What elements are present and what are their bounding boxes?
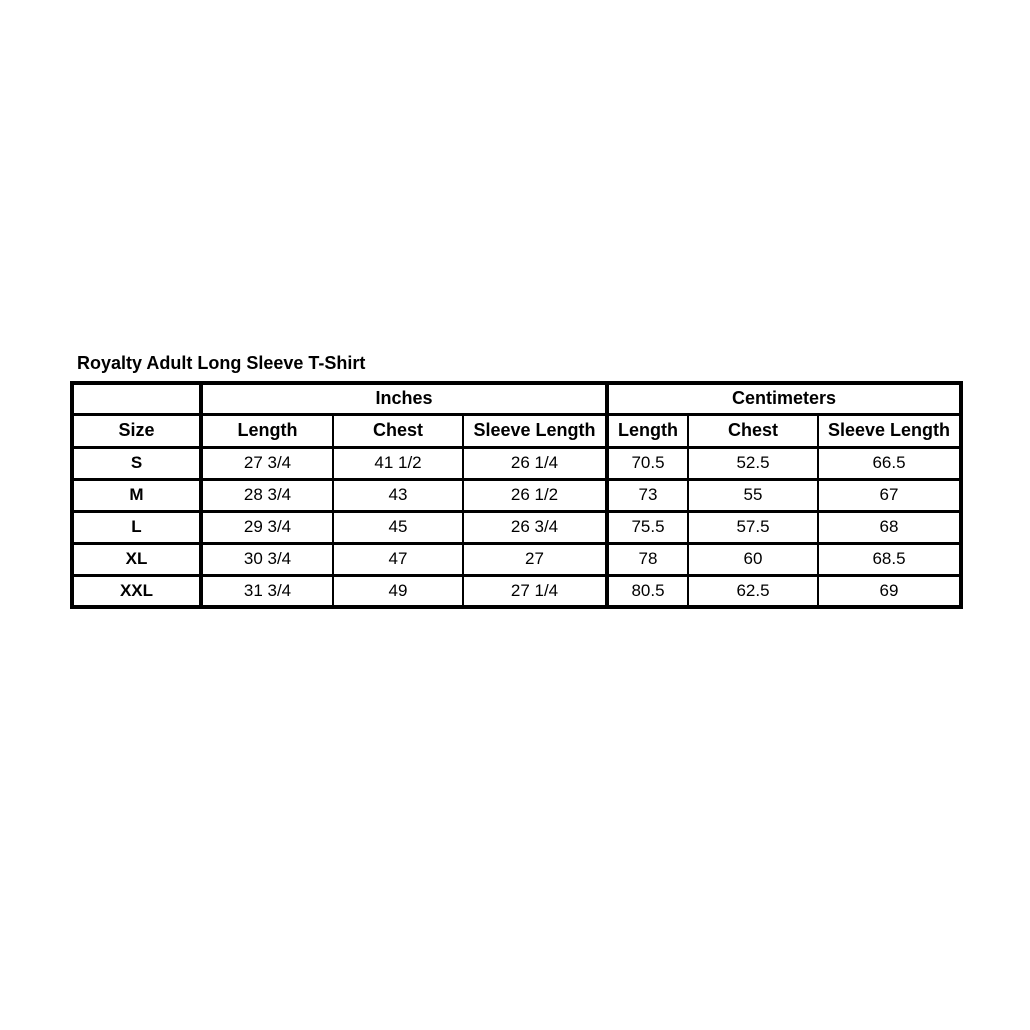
table-row-xl: XL 30 3/4 47 27 78 60 68.5: [71, 541, 962, 577]
sleeve-in: 27 1/4: [462, 573, 609, 609]
chest-in: 45: [332, 509, 464, 545]
length-cm: 80.5: [606, 573, 689, 609]
table-row-l: L 29 3/4 45 26 3/4 75.5 57.5 68: [71, 509, 962, 545]
sleeve-in: 27: [462, 541, 609, 577]
section-header-row: Inches Centimeters: [71, 381, 962, 416]
sleeve-cm: 68.5: [817, 541, 962, 577]
column-header-size: Size: [71, 412, 203, 449]
length-in: 31 3/4: [200, 573, 334, 609]
size-label: L: [71, 509, 203, 545]
sleeve-in: 26 1/2: [462, 477, 609, 513]
chest-cm: 55: [687, 477, 819, 513]
chest-cm: 60: [687, 541, 819, 577]
length-in: 29 3/4: [200, 509, 334, 545]
size-label: XL: [71, 541, 203, 577]
chest-cm: 52.5: [687, 445, 819, 481]
length-cm: 75.5: [606, 509, 689, 545]
section-header-inches: Inches: [200, 381, 609, 416]
column-header-chest-in: Chest: [332, 412, 464, 449]
length-in: 28 3/4: [200, 477, 334, 513]
length-in: 27 3/4: [200, 445, 334, 481]
sleeve-cm: 68: [817, 509, 962, 545]
column-header-sleeve-length-cm: Sleeve Length: [817, 412, 962, 449]
column-header-chest-cm: Chest: [687, 412, 819, 449]
sleeve-cm: 67: [817, 477, 962, 513]
sleeve-in: 26 3/4: [462, 509, 609, 545]
column-header-row: Size Length Chest Sleeve Length Length C…: [71, 412, 962, 449]
length-cm: 73: [606, 477, 689, 513]
sleeve-cm: 66.5: [817, 445, 962, 481]
chest-in: 43: [332, 477, 464, 513]
length-cm: 70.5: [606, 445, 689, 481]
table-row-s: S 27 3/4 41 1/2 26 1/4 70.5 52.5 66.5: [71, 445, 962, 481]
corner-cell: [71, 381, 203, 416]
sleeve-cm: 69: [817, 573, 962, 609]
table-row-m: M 28 3/4 43 26 1/2 73 55 67: [71, 477, 962, 513]
size-label: S: [71, 445, 203, 481]
column-header-sleeve-length-in: Sleeve Length: [462, 412, 609, 449]
sleeve-in: 26 1/4: [462, 445, 609, 481]
column-header-length-in: Length: [200, 412, 334, 449]
length-cm: 78: [606, 541, 689, 577]
chest-in: 49: [332, 573, 464, 609]
column-header-length-cm: Length: [606, 412, 689, 449]
size-chart-table: Inches Centimeters Size Length Chest Sle…: [70, 381, 963, 609]
length-in: 30 3/4: [200, 541, 334, 577]
size-label: XXL: [71, 573, 203, 609]
size-label: M: [71, 477, 203, 513]
chest-cm: 57.5: [687, 509, 819, 545]
chest-cm: 62.5: [687, 573, 819, 609]
section-header-centimeters: Centimeters: [606, 381, 962, 416]
chest-in: 47: [332, 541, 464, 577]
chest-in: 41 1/2: [332, 445, 464, 481]
size-chart-title: Royalty Adult Long Sleeve T-Shirt: [77, 353, 366, 373]
table-row-xxl: XXL 31 3/4 49 27 1/4 80.5 62.5 69: [71, 573, 962, 609]
